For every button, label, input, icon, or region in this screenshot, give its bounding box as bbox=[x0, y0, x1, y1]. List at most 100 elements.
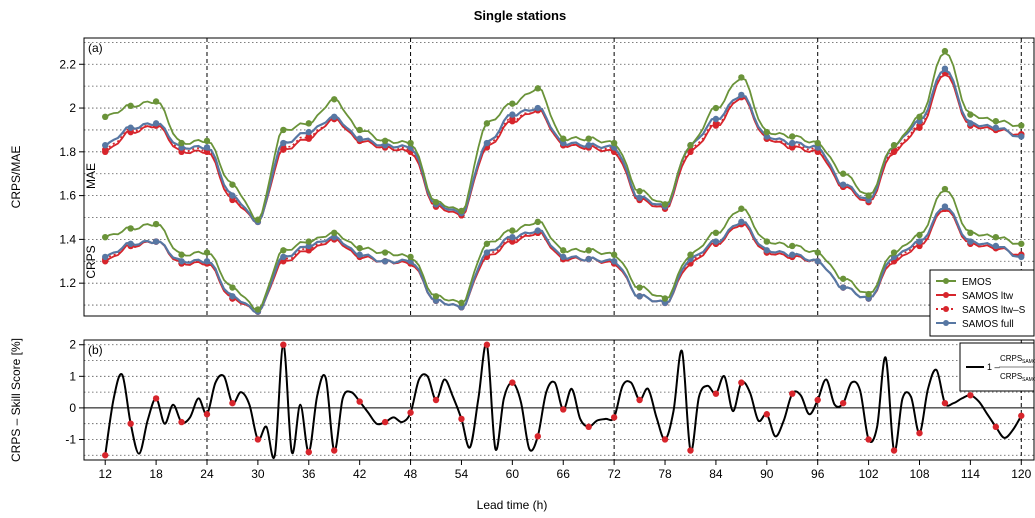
data-point bbox=[178, 258, 185, 265]
x-tick-label: 72 bbox=[607, 467, 621, 481]
panel-b-y-tick-label: 0 bbox=[69, 401, 76, 415]
data-point bbox=[280, 247, 287, 254]
legend-denominator: CRPS bbox=[1000, 372, 1022, 381]
data-point bbox=[509, 100, 516, 107]
data-point bbox=[534, 104, 541, 112]
data-point bbox=[305, 128, 312, 136]
panel-a-y-tick-label: 1.6 bbox=[59, 189, 76, 203]
data-point bbox=[483, 249, 491, 256]
skill-score-point bbox=[738, 379, 745, 386]
panel-a-y-tick-label: 1.8 bbox=[59, 145, 76, 159]
data-point bbox=[127, 225, 134, 232]
data-point bbox=[102, 146, 109, 153]
data-point bbox=[203, 249, 211, 256]
data-point bbox=[331, 233, 338, 241]
skill-score-point bbox=[865, 436, 872, 443]
skill-score-line bbox=[104, 342, 1023, 460]
data-point bbox=[1018, 240, 1025, 247]
x-tick-label: 18 bbox=[149, 467, 163, 481]
skill-score-point bbox=[483, 341, 491, 348]
data-point bbox=[102, 233, 109, 241]
data-point bbox=[916, 231, 923, 239]
data-point bbox=[305, 120, 312, 127]
skill-score-point bbox=[178, 418, 185, 426]
panel-b-y-tick-label: 2 bbox=[69, 338, 76, 352]
skill-score-point bbox=[661, 436, 669, 443]
skill-score-point bbox=[585, 423, 592, 431]
panel-a: 1.2 1.4 1.6 1.8 2 2.2 (a) MAE CRPS CRPS/MAE E… bbox=[9, 37, 1035, 337]
data-point bbox=[992, 124, 1000, 131]
crps-group-label: CRPS bbox=[84, 245, 98, 278]
data-point bbox=[534, 85, 541, 92]
data-point bbox=[280, 126, 287, 134]
skill-score-point bbox=[280, 341, 287, 348]
skill-score-point bbox=[203, 411, 211, 418]
legend-label: SAMOS ltw–S bbox=[962, 305, 1026, 316]
data-point bbox=[865, 295, 872, 302]
data-point bbox=[534, 218, 541, 226]
x-tick-label: 108 bbox=[909, 467, 929, 481]
skill-score-point bbox=[356, 398, 363, 405]
x-tick-label: 30 bbox=[251, 467, 265, 481]
data-point bbox=[1018, 133, 1025, 140]
data-point bbox=[992, 242, 1000, 250]
data-point bbox=[432, 297, 440, 304]
data-point bbox=[865, 196, 872, 204]
data-point bbox=[789, 251, 796, 258]
x-tick-label: 90 bbox=[760, 467, 774, 481]
skill-score-point bbox=[102, 452, 109, 459]
data-point bbox=[458, 299, 465, 307]
data-point bbox=[127, 124, 134, 131]
chart-title: Single stations bbox=[474, 8, 566, 23]
data-point bbox=[152, 120, 160, 127]
data-point bbox=[254, 216, 262, 223]
skill-score-point bbox=[916, 429, 923, 437]
x-tick-label: 36 bbox=[302, 467, 316, 481]
data-point bbox=[509, 227, 516, 234]
data-point bbox=[712, 229, 720, 237]
data-point bbox=[763, 133, 771, 140]
skill-score-point bbox=[890, 447, 898, 454]
data-point bbox=[534, 227, 541, 234]
data-point bbox=[102, 253, 109, 261]
data-point bbox=[814, 144, 821, 151]
panel-a-y-tick-label: 2 bbox=[69, 101, 76, 115]
panel-b-y-tick-label: -1 bbox=[65, 432, 76, 446]
data-point bbox=[509, 233, 516, 241]
data-point bbox=[331, 96, 338, 103]
data-point bbox=[789, 133, 796, 140]
panel-a-legend: EMOS SAMOS ltw SAMOS ltw–S SAMOS full bbox=[929, 269, 1035, 337]
legend-prefix: 1 – bbox=[987, 362, 1000, 372]
data-point bbox=[916, 117, 923, 125]
data-point bbox=[839, 170, 847, 177]
data-point bbox=[916, 238, 923, 245]
data-point bbox=[712, 104, 720, 112]
panel-a-y-tick-label: 2.2 bbox=[59, 57, 76, 71]
x-tick-label: 78 bbox=[658, 467, 672, 481]
data-point bbox=[636, 293, 643, 300]
data-point bbox=[178, 144, 185, 151]
panel-a-frame bbox=[83, 37, 1035, 317]
skill-score-point bbox=[381, 418, 389, 426]
panel-a-y-axis-label: CRPS/MAE bbox=[9, 146, 23, 209]
skill-score-point bbox=[941, 399, 949, 407]
data-point bbox=[229, 181, 236, 188]
data-point bbox=[687, 142, 694, 149]
data-point bbox=[458, 207, 465, 215]
data-point bbox=[814, 249, 821, 256]
data-point bbox=[331, 113, 338, 121]
data-point bbox=[280, 253, 287, 261]
data-point bbox=[712, 120, 720, 127]
data-point bbox=[509, 115, 516, 123]
skill-score-point bbox=[967, 392, 974, 399]
skill-score-point bbox=[432, 396, 440, 404]
legend-label: SAMOS full bbox=[962, 319, 1014, 330]
data-point bbox=[941, 185, 949, 193]
data-point bbox=[661, 201, 669, 208]
data-point bbox=[967, 120, 974, 127]
data-point bbox=[712, 115, 720, 123]
data-point bbox=[585, 142, 592, 149]
legend-swatch-marker bbox=[943, 292, 949, 298]
data-point bbox=[585, 135, 592, 142]
